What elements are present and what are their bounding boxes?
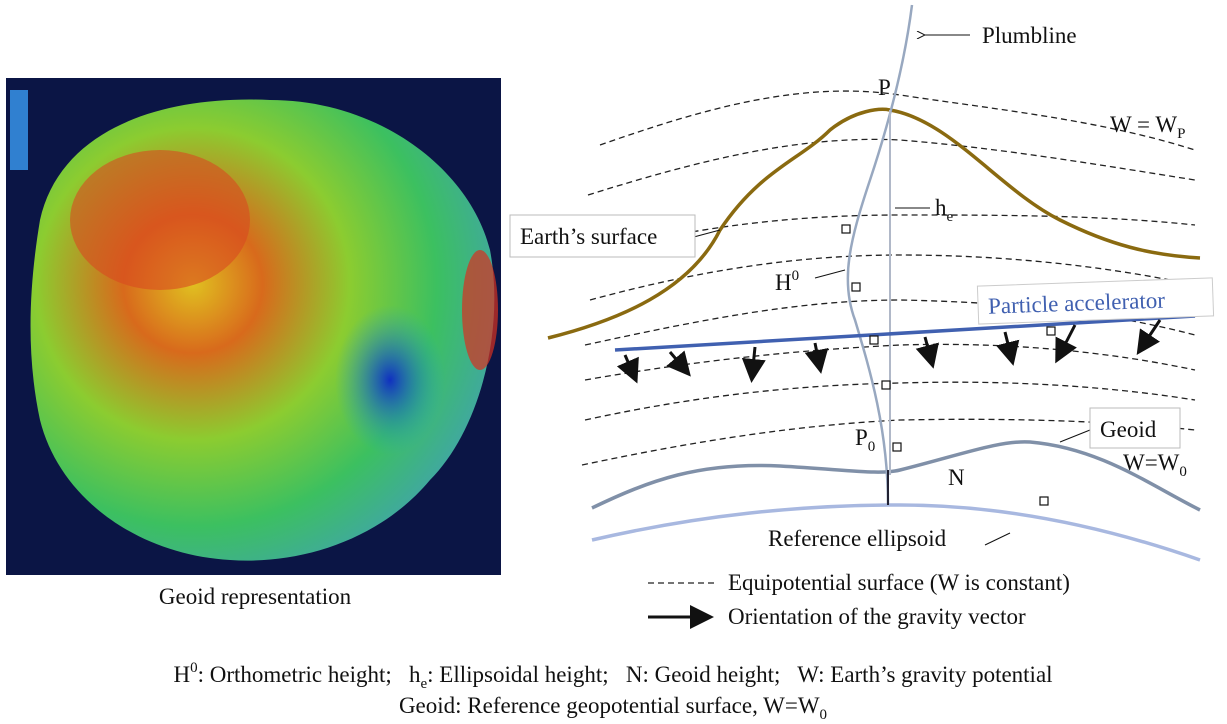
gravity-arrows: [625, 320, 1160, 378]
w-p-sub: P: [1177, 126, 1185, 142]
h-e-label: he: [935, 195, 954, 225]
h-e-sub: e: [947, 209, 954, 225]
point-p0-label: P0: [855, 425, 875, 455]
h0-label: H0: [775, 268, 799, 295]
page: Geoid representation Plumbline P W = WP …: [0, 0, 1227, 724]
plumbline-label: Plumbline: [982, 23, 1077, 48]
w-0-text: W=W: [1123, 450, 1180, 475]
geoid-line: [592, 442, 1200, 510]
ellipsoid-label: Reference ellipsoid: [768, 526, 947, 551]
footer-sup: 0: [190, 660, 198, 676]
earth-surface-label: Earth’s surface: [520, 224, 657, 249]
h0-sup: 0: [792, 268, 800, 284]
p0-text: P: [855, 425, 868, 450]
footer-text: H: [173, 662, 190, 687]
footer-text: : Ellipsoidal height; N: Geoid height; W…: [427, 662, 1052, 687]
w-0-sub: 0: [1179, 464, 1187, 480]
p0-sub: 0: [868, 439, 876, 455]
footer-text: : Orthometric height; h: [198, 662, 421, 687]
h-e-text: h: [935, 195, 947, 220]
footer-line-2: Geoid: Reference geopotential surface, W…: [399, 693, 827, 723]
footer-sub: 0: [820, 707, 828, 723]
right-angle-markers: [842, 225, 1055, 505]
point-p-label: P: [878, 75, 891, 100]
legend-equipotential: Equipotential surface (W is constant): [728, 570, 1070, 595]
globe-image: [6, 78, 501, 575]
w-p-text: W = W: [1110, 112, 1177, 137]
legend-gravity: Orientation of the gravity vector: [728, 604, 1026, 629]
globe-caption: Geoid representation: [159, 584, 352, 609]
geoid-label: Geoid: [1100, 417, 1157, 442]
footer-text: Geoid: Reference geopotential surface, W…: [399, 693, 820, 718]
n-label: N: [948, 465, 965, 490]
w-p-label: W = WP: [1110, 112, 1185, 142]
footer-line-1: H0: Orthometric height; he: Ellipsoidal …: [173, 660, 1052, 692]
h0-text: H: [775, 270, 792, 295]
